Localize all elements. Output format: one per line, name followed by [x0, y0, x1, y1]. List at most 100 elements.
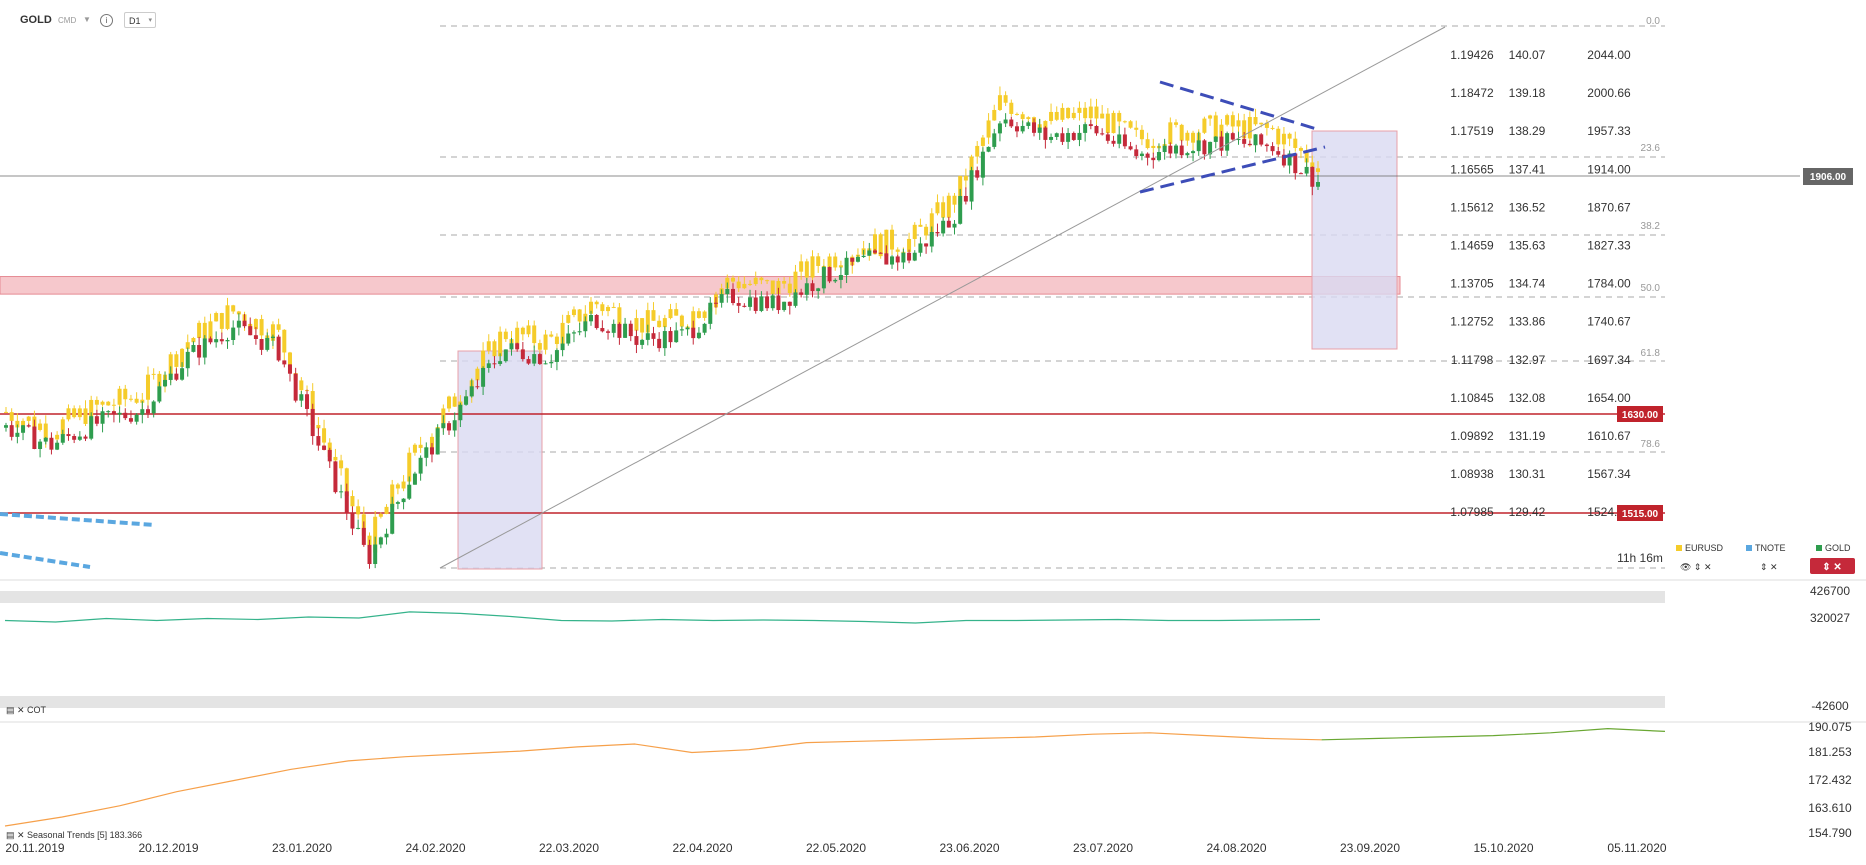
legend-swatch [1746, 545, 1752, 551]
gold-tick-label: 2000.66 [1587, 86, 1631, 100]
gold-candle [407, 484, 412, 499]
gold-candle [1094, 126, 1099, 134]
gold-candle [1100, 133, 1105, 135]
gold-candle [997, 123, 1002, 134]
gold-candle [145, 409, 150, 414]
eurusd-candle [282, 329, 287, 353]
eurusd-candle [560, 322, 565, 345]
gold-candle [15, 432, 20, 437]
gold-candle [986, 146, 991, 152]
gold-candle [1009, 119, 1014, 127]
gold-candle [537, 354, 542, 364]
eurusd-candle [1168, 122, 1173, 145]
gold-candle [339, 491, 344, 493]
gold-candle [259, 339, 264, 350]
gold-candle [640, 339, 645, 345]
gold-candle [736, 303, 741, 306]
gold-tick-label: 1567.34 [1587, 467, 1631, 481]
chevron-down-icon[interactable]: ▼ [83, 15, 91, 24]
gold-candle [384, 533, 389, 538]
info-icon[interactable]: i [100, 14, 113, 27]
legend-label: GOLD [1825, 543, 1851, 553]
gold-candle [719, 294, 724, 303]
gold-candle [554, 350, 559, 362]
current-price-badge [1803, 168, 1853, 185]
eurusd-candle [878, 234, 883, 257]
eurusd-candle [43, 423, 48, 440]
gold-candle [1219, 136, 1224, 151]
eurusd-candle [1134, 127, 1139, 130]
eurusd-candle [606, 306, 611, 312]
fib-label: 50.0 [1641, 283, 1661, 294]
gold-candle [713, 302, 718, 304]
gold-tick-label: 1610.67 [1587, 429, 1631, 443]
eurusd-candle [168, 354, 173, 375]
eurusd-candle [918, 224, 923, 227]
gold-candle [49, 437, 54, 450]
gold-candle [1139, 153, 1144, 157]
gold-candle [844, 257, 849, 275]
eurusd-candle [492, 341, 497, 357]
tnote-tick-label: 132.08 [1509, 391, 1546, 405]
seasonal-title: ▤ ✕ Seasonal Trends [5] 183.366 [6, 830, 142, 840]
eurusd-candle [975, 145, 980, 157]
gold-candle [481, 367, 486, 387]
gold-candle [287, 364, 292, 374]
gold-candle [367, 544, 372, 565]
tnote-tick-label: 135.63 [1509, 239, 1546, 253]
eurusd-candle [594, 301, 599, 305]
eurusd-candle [1139, 129, 1144, 140]
gold-candle [1259, 134, 1264, 145]
gold-tick-label: 1827.33 [1587, 239, 1631, 253]
gold-candle [623, 323, 628, 338]
eurusd-candle [816, 256, 821, 266]
seasonal-tick-label: 190.075 [1808, 720, 1852, 734]
eurusd-candle [532, 325, 537, 344]
eurusd-candle [412, 444, 417, 453]
fib-label: 38.2 [1641, 221, 1661, 232]
symbol-label[interactable]: GOLD [20, 14, 52, 26]
gold-candle [674, 330, 679, 343]
gold-candle [895, 256, 900, 263]
gold-candle [503, 349, 508, 362]
gold-candle [912, 252, 917, 261]
eurusd-candle [83, 408, 88, 424]
gold-candle [123, 412, 128, 419]
eurusd-candle [1077, 107, 1082, 113]
gold-candle [787, 301, 792, 306]
eurusd-candle [66, 408, 71, 420]
trendline [439, 26, 1446, 569]
eurusd-candle [1191, 132, 1196, 143]
eurusd-candle [589, 301, 594, 314]
gold-tick-label: 1654.00 [1587, 391, 1631, 405]
gold-candle [1270, 146, 1275, 152]
gold-candle [1014, 126, 1019, 132]
date-axis: 20.11.2019 20.12.2019 23.01.2020 24.02.2020… [5, 841, 1666, 855]
eurusd-candle [180, 348, 185, 367]
timeframe-select[interactable]: D1 ▾ [124, 12, 156, 28]
eurusd-candle [38, 423, 43, 430]
level-value: 1515.00 [1622, 509, 1659, 520]
eurusd-candle [1185, 132, 1190, 141]
gold-candle [151, 401, 156, 414]
eurusd-candle [1174, 122, 1179, 125]
gold-candle [742, 305, 747, 307]
cot-line [4, 611, 1321, 624]
gold-candle [963, 195, 968, 202]
gold-candle [219, 339, 224, 342]
gold-candle [589, 315, 594, 322]
eurusd-candle [481, 350, 486, 369]
eurusd-candle [1225, 115, 1230, 125]
gold-candle [645, 333, 650, 340]
gold-candle [55, 442, 60, 450]
tnote-tick-label: 136.52 [1509, 200, 1546, 214]
eurusd-candle [89, 399, 94, 424]
pattern-line [0, 512, 156, 527]
eurusd-tick-label: 1.10845 [1450, 391, 1494, 405]
eurusd-candle [486, 341, 491, 351]
gold-candle [1128, 146, 1133, 150]
eurusd-candle [662, 318, 667, 328]
seasonal-line [1321, 727, 1666, 741]
eurusd-candle [804, 261, 809, 278]
